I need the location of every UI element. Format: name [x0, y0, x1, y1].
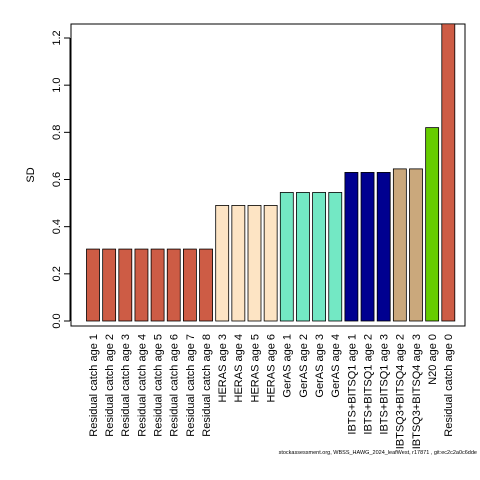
bar	[150, 248, 165, 322]
bar	[231, 205, 246, 322]
bar	[409, 168, 423, 322]
bar	[312, 192, 327, 322]
bar	[118, 248, 133, 322]
x-tick-label: N20 age 0	[427, 334, 439, 385]
x-axis-labels: Residual catch age 1 Residual catch age 2…	[88, 334, 455, 449]
bar	[425, 127, 440, 322]
bar	[102, 248, 117, 322]
x-tick-label: IBTSQ3+BITSQ4 age 2	[395, 334, 407, 449]
x-tick-label: IBTS+BITSQ1 age 2	[362, 334, 374, 435]
bar	[199, 248, 213, 322]
bar	[263, 205, 278, 322]
y-tick-label: 1.2	[51, 30, 63, 45]
x-tick-label: GerAS age 2	[298, 334, 310, 398]
x-tick-label: Residual catch age 7	[185, 334, 197, 437]
bar	[328, 192, 343, 322]
x-tick-label: GerAS age 1	[282, 334, 294, 398]
y-axis-title: SD	[25, 167, 37, 182]
bar	[134, 248, 149, 322]
x-tick-label: IBTS+BITSQ1 age 3	[379, 334, 391, 435]
y-tick-label: 1.0	[51, 78, 63, 93]
x-tick-label: GerAS age 3	[314, 334, 326, 398]
x-tick-label: Residual catch age 0	[443, 334, 455, 437]
bar	[182, 248, 197, 322]
bar	[441, 23, 456, 322]
y-tick-label: 0.2	[51, 266, 63, 281]
bar	[247, 205, 262, 322]
x-tick-label: GerAS age 4	[330, 334, 342, 398]
x-tick-label: Residual catch age 5	[152, 334, 164, 437]
y-tick-label: 0.0	[51, 313, 63, 328]
footer-text: stockassessment.org, WBSS_HAWG_2024_leaf…	[279, 450, 477, 456]
bar	[360, 172, 375, 322]
bar	[376, 172, 391, 322]
x-tick-label: HERAS age 5	[249, 334, 261, 402]
bar	[279, 192, 294, 322]
x-tick-label: Residual catch age 8	[201, 334, 213, 437]
bar	[392, 168, 407, 322]
x-tick-label: HERAS age 3	[217, 334, 229, 402]
x-tick-label: Residual catch age 3	[120, 334, 132, 437]
bar	[215, 205, 230, 322]
x-tick-label: IBTS+BITSQ1 age 1	[346, 334, 358, 435]
bar	[296, 192, 310, 322]
x-tick-label: Residual catch age 2	[104, 334, 116, 437]
bar	[166, 248, 181, 322]
x-tick-label: Residual catch age 4	[136, 334, 148, 437]
plot-frame	[70, 23, 466, 327]
y-tick-label: 0.6	[51, 172, 63, 187]
x-tick-label: IBTSQ3+BITSQ4 age 3	[411, 334, 423, 449]
bar	[86, 248, 100, 322]
x-tick-label: HERAS age 4	[233, 334, 245, 402]
bar	[344, 172, 359, 322]
y-tick-label: 0.4	[51, 219, 63, 234]
y-axis: 0.0 0.2 0.4 0.6 0.8 1.0 1.2	[51, 30, 71, 329]
bars	[86, 23, 456, 322]
x-tick-label: Residual catch age 1	[88, 334, 100, 437]
x-tick-label: HERAS age 6	[266, 334, 278, 402]
y-tick-label: 0.8	[51, 125, 63, 140]
x-tick-label: Residual catch age 6	[169, 334, 181, 437]
